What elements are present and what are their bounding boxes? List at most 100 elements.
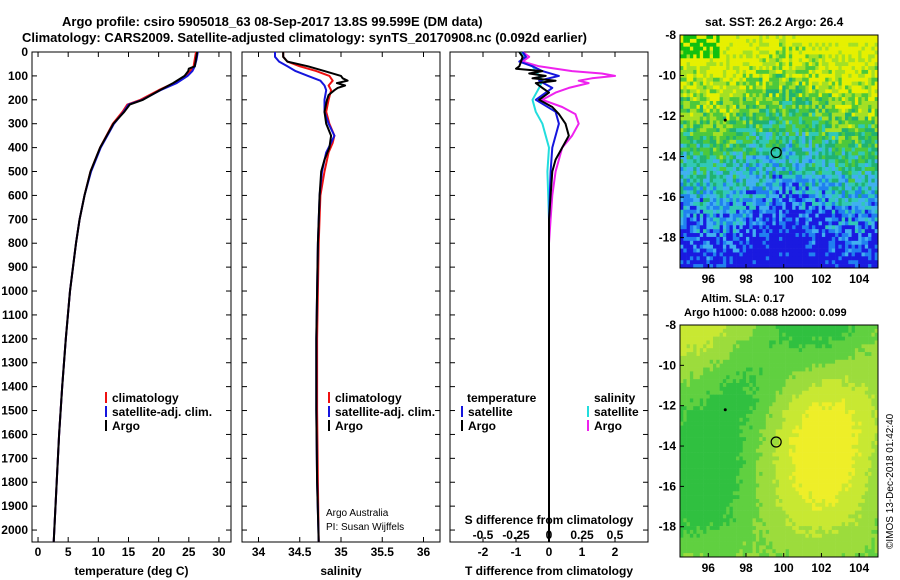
map-cell [686,112,691,117]
map-cell [755,383,760,388]
map-cell [831,77,836,82]
map-cell [699,236,704,242]
map-cell [703,54,707,59]
map-cell [689,135,694,141]
map-cell [785,336,790,341]
map-cell [742,190,747,195]
map-cell [802,155,806,160]
map-cell [782,217,786,222]
map-cell [788,50,793,55]
depth-tick-label: 1400 [1,380,28,394]
map-cell [722,198,727,203]
map-cell [818,352,823,357]
map-cell [848,50,852,55]
map-cell [795,209,800,214]
map-cell [795,97,800,102]
map-cell [755,143,760,148]
map-cell [706,182,710,187]
map-cell [775,390,780,395]
map-cell [719,190,724,195]
map-cell [851,174,856,179]
map-cell [821,97,826,102]
map-cell [749,213,753,218]
map-cell [825,93,829,98]
map-cell [752,225,757,230]
map-cell [858,128,862,133]
map-cell [792,42,796,47]
map-cell [854,198,859,203]
map-cell [779,209,783,214]
map-cell [752,186,757,191]
map-cell [755,182,760,187]
map-cell [825,104,829,110]
map-cell [686,252,691,257]
map-cell [848,355,852,361]
map-cell [828,190,833,195]
map-cell [719,35,724,40]
map-cell [736,108,740,113]
map-cell [858,159,862,164]
map-cell [795,101,800,106]
map-cell [709,217,714,222]
map-cell [861,128,866,133]
map-cell [775,62,780,67]
map-cell [775,336,780,341]
map-cell [815,35,819,40]
map-cell [742,35,747,40]
map-cell [719,120,724,125]
map-cell [798,248,803,253]
map-cell [736,46,740,51]
map-cell [703,186,707,191]
map-cell [792,352,796,357]
map-cell [831,205,836,211]
map-cell [762,120,767,125]
map-cell [703,73,707,79]
map-cell [874,332,879,337]
map-cell [825,355,829,361]
map-cell [686,233,691,238]
map-cell [732,46,737,51]
map-cell [845,89,849,94]
map-cell [765,42,770,47]
map-cell [785,233,790,238]
map-cell [752,233,757,238]
map-cell [686,58,691,63]
map-cell [680,93,684,98]
map-cell [729,221,734,226]
map-cell [775,159,780,164]
map-cell [696,58,701,63]
map-cell [680,225,684,230]
map-cell [736,340,740,345]
map-cell [798,116,803,121]
map-cell [815,151,819,156]
map-cell [742,62,747,67]
map-cell [769,77,773,82]
map-cell [683,375,687,380]
map-cell [838,375,842,380]
map-cell [782,190,786,195]
map-cell [792,386,796,392]
map-cell [854,367,859,372]
map-cell [838,104,842,110]
map-cell [765,155,770,160]
map-cell [746,194,750,199]
map-cell [689,132,694,137]
map-cell [874,50,879,55]
map-cell [719,355,724,361]
map-cell [851,182,856,187]
map-cell [722,69,727,75]
map-cell [772,390,776,395]
map-cell [689,46,694,51]
map-cell [815,170,819,176]
map-cell [732,108,737,113]
map-cell [762,383,767,388]
map-cell [848,89,852,94]
map-cell [805,240,809,245]
map-cell [815,186,819,191]
map-cell [861,252,866,257]
map-cell [699,355,704,361]
map-cell [709,93,714,98]
map-cell [706,93,710,98]
map-cell [868,50,872,55]
map-cell [828,108,833,113]
